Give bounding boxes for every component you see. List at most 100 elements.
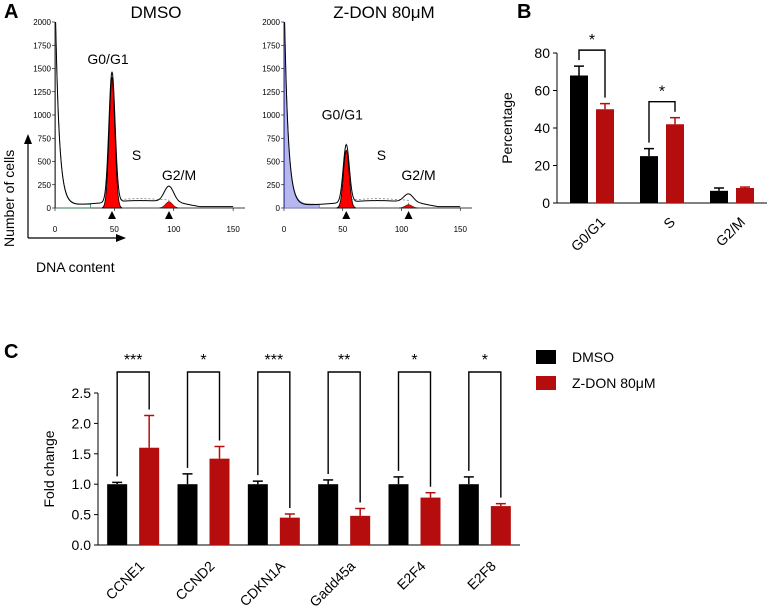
panel-a-letter: A <box>4 1 18 23</box>
significance-label: * <box>411 352 417 369</box>
hist-x-tick-label: 0 <box>282 225 287 234</box>
bar-zdon <box>139 447 160 545</box>
y-tick-label: 80 <box>534 45 550 61</box>
hist-y-tick-label: 1750 <box>262 41 280 50</box>
y-axis-label: Fold change <box>41 430 57 507</box>
hist-debris-fit <box>55 21 92 209</box>
bar-dmso <box>570 75 588 203</box>
significance-label: * <box>659 84 665 101</box>
bar-dmso <box>388 484 409 545</box>
significance-label: *** <box>124 352 143 369</box>
y-tick-label: 20 <box>534 158 550 174</box>
hist-y-tick-label: 0 <box>47 204 52 213</box>
bar-zdon <box>209 458 230 545</box>
hist-y-tick-label: 0 <box>276 204 281 213</box>
panel-c: C 0.0 0.5 1.0 1.5 2.0 2.5 Fold change CCNE1 CCND… <box>4 341 656 608</box>
panel-b-letter: B <box>517 1 531 23</box>
significance-label: * <box>200 352 206 369</box>
legend-swatch-zdon <box>536 376 556 390</box>
hist-g2-peak <box>398 204 419 209</box>
hist-outline <box>55 21 234 208</box>
bar-zdon <box>666 124 684 203</box>
y-tick-label: 1.0 <box>72 476 92 492</box>
legend-label-dmso: DMSO <box>572 349 614 365</box>
bar-dmso <box>247 484 268 545</box>
y-tick-label: 2.0 <box>72 415 92 431</box>
legend-label-zdon: Z-DON 80μM <box>572 375 656 391</box>
hist-y-tick-label: 1250 <box>33 88 51 97</box>
g1-marker <box>108 211 116 219</box>
g2-marker <box>165 211 173 219</box>
bar-dmso <box>177 484 198 545</box>
hist-x-tick-label: 100 <box>167 225 181 234</box>
hist-x-tick-label: 150 <box>226 225 240 234</box>
significance-bracket <box>116 371 150 477</box>
g2-marker <box>404 211 413 219</box>
x-tick-label: CCNE1 <box>102 558 147 603</box>
hist-y-tick-label: 2000 <box>33 18 51 27</box>
significance-bracket <box>468 371 502 498</box>
x-tick-label: S <box>660 214 678 232</box>
legend-swatch-dmso <box>536 350 556 364</box>
bar-dmso <box>107 484 128 545</box>
x-tick-label: E2F8 <box>464 558 499 593</box>
panel-b: B 0 20 40 60 80 Percentage G0/G1 S G2/M * * <box>499 1 767 254</box>
hist-y-tick-label: 1000 <box>262 111 280 120</box>
hist-y-tick-label: 1000 <box>33 111 51 120</box>
bar-zdon <box>736 188 754 203</box>
significance-label: ** <box>338 352 350 369</box>
x-tick-label: CCND2 <box>172 558 218 604</box>
hist-x-tick-label: 50 <box>338 225 347 234</box>
hist-y-tick-label: 500 <box>267 158 281 167</box>
hist-y-tick-label: 750 <box>267 134 281 143</box>
hist-outline <box>284 21 461 208</box>
x-tick-label: CDKN1A <box>236 557 288 608</box>
hist-g2-peak <box>159 201 179 209</box>
y-tick-label: 0.5 <box>72 507 92 523</box>
hist-y-tick-label: 750 <box>38 134 52 143</box>
histogram-dmso: 0 250 500 750 1000 1250 1500 1750 2000 0 50 100 150 D… <box>33 3 245 234</box>
hist-y-tick-label: 1750 <box>33 41 51 50</box>
hist-y-tick-label: 250 <box>38 181 52 190</box>
hist-x-tick-label: 150 <box>454 225 468 234</box>
hist-x-tick-label: 0 <box>53 225 58 234</box>
hist-x-tick-label: 100 <box>395 225 409 234</box>
y-tick-label: 40 <box>534 120 550 136</box>
hist-y-tick-label: 1250 <box>262 88 280 97</box>
y-tick-label: 1.5 <box>72 446 92 462</box>
hist-g1-peak <box>102 76 122 209</box>
label-s: S <box>377 147 386 163</box>
bar-dmso <box>458 484 479 545</box>
significance-bracket <box>327 371 361 503</box>
label-s: S <box>132 147 141 163</box>
panel-a-ylabel: Number of cells <box>1 150 17 247</box>
hist-title: DMSO <box>131 3 182 22</box>
bar-zdon <box>596 109 614 203</box>
significance-bracket <box>578 49 606 98</box>
hist-y-tick-label: 500 <box>38 158 52 167</box>
bar-dmso <box>318 484 339 545</box>
significance-bracket <box>186 371 221 468</box>
hist-x-tick-label: 50 <box>110 225 119 234</box>
significance-bracket <box>397 371 432 487</box>
bar-zdon <box>350 515 371 545</box>
hist-y-tick-label: 2000 <box>262 18 280 27</box>
hist-title: Z-DON 80μM <box>333 3 434 22</box>
y-axis-label: Percentage <box>499 92 515 164</box>
y-tick-label: 0 <box>542 195 550 211</box>
significance-label: * <box>589 32 595 49</box>
panel-a-axes-schematic <box>24 134 126 242</box>
label-g2m: G2/M <box>401 167 435 183</box>
significance-bracket <box>257 371 291 508</box>
hist-y-tick-label: 250 <box>267 181 281 190</box>
x-tick-label: G2/M <box>713 214 749 250</box>
bar-dmso <box>640 156 658 203</box>
label-g0g1: G0/G1 <box>87 51 128 67</box>
g1-marker <box>342 211 351 219</box>
x-tick-label: E2F4 <box>394 558 429 593</box>
label-g2m: G2/M <box>162 167 196 183</box>
y-tick-label: 60 <box>534 83 550 99</box>
x-tick-label: Gadd45a <box>306 558 358 608</box>
hist-s-phase-fit <box>116 198 170 209</box>
